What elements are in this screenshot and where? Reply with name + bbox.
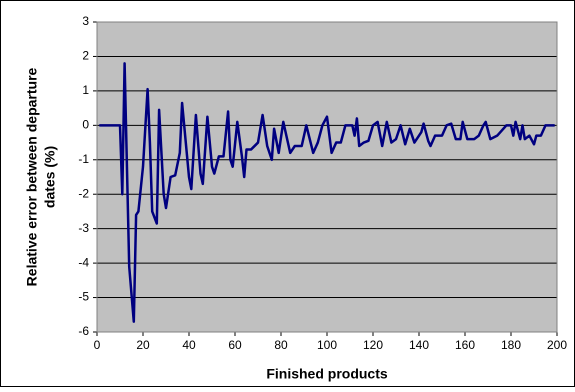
x-tick-label: 200 <box>547 338 567 352</box>
data-line <box>99 62 555 323</box>
plot-area <box>97 22 557 332</box>
y-tick-label: 0 <box>82 118 89 132</box>
y-tick-label: -1 <box>78 152 89 166</box>
y-tick-label: -4 <box>78 255 89 269</box>
x-tick-label: 160 <box>455 338 475 352</box>
y-tick-label: -5 <box>78 290 89 304</box>
y-tick-label: -3 <box>78 221 89 235</box>
y-tick-label: 2 <box>82 49 89 63</box>
x-tick-label: 60 <box>228 338 242 352</box>
y-tick-label: -6 <box>78 324 89 338</box>
y-axis-label: Relative error between departure <box>24 67 40 286</box>
x-axis-label: Finished products <box>266 366 388 382</box>
x-tick-label: 20 <box>136 338 150 352</box>
x-tick-label: 80 <box>274 338 288 352</box>
y-axis-label: dates (%) <box>42 146 58 208</box>
x-tick-label: 100 <box>317 338 337 352</box>
plot-border <box>96 21 558 333</box>
x-tick-label: 40 <box>182 338 196 352</box>
x-tick-label: 120 <box>363 338 383 352</box>
y-tick-label: 1 <box>82 83 89 97</box>
x-tick-label: 0 <box>94 338 101 352</box>
y-tick-label: -2 <box>78 186 89 200</box>
x-tick-label: 140 <box>409 338 429 352</box>
y-tick-label: 3 <box>82 14 89 28</box>
x-tick-label: 180 <box>501 338 521 352</box>
